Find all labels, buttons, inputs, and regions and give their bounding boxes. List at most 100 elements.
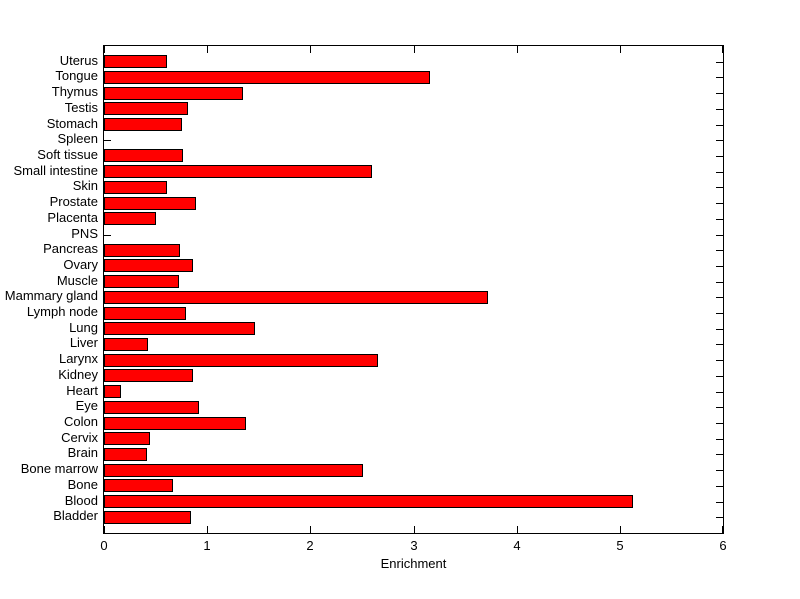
x-tick-label: 1 — [203, 538, 211, 553]
y-axis-label: Thymus — [51, 84, 98, 99]
x-axis-tick-top — [104, 46, 105, 53]
x-tick-label: 3 — [410, 538, 418, 553]
y-axis-tick-right — [716, 423, 723, 424]
y-axis-label: Kidney — [58, 367, 98, 382]
bar-skin — [104, 181, 167, 194]
bar-brain — [104, 448, 147, 461]
x-axis-tick-bottom — [104, 526, 105, 533]
x-axis-tick-top — [517, 46, 518, 53]
bar-liver — [104, 338, 148, 351]
bar-mammary-gland — [104, 291, 488, 304]
y-axis-tick-right — [716, 502, 723, 503]
y-axis-tick-right — [716, 109, 723, 110]
y-axis-label: Soft tissue — [37, 147, 98, 162]
y-axis-tick-right — [716, 219, 723, 220]
plot-area — [103, 45, 724, 534]
y-axis-label: Lung — [69, 320, 98, 335]
bar-small-intestine — [104, 165, 372, 178]
y-axis-label: Prostate — [49, 194, 98, 209]
x-axis-tick-bottom — [722, 526, 723, 533]
y-axis-label: Heart — [66, 383, 98, 398]
y-axis-tick-right — [716, 250, 723, 251]
y-axis-tick-right — [716, 187, 723, 188]
x-axis-tick-top — [310, 46, 311, 53]
y-axis-label: Blood — [64, 493, 98, 508]
bar-cervix — [104, 432, 150, 445]
y-axis-tick-right — [716, 392, 723, 393]
y-axis-label: Bone — [67, 477, 98, 492]
y-axis-tick-left — [104, 140, 111, 141]
bar-bone — [104, 479, 173, 492]
y-axis-tick-right — [716, 125, 723, 126]
y-axis-label: Lymph node — [26, 304, 98, 319]
y-axis-tick-right — [716, 344, 723, 345]
y-axis-tick-right — [716, 93, 723, 94]
y-axis-tick-right — [716, 62, 723, 63]
y-axis-label: Small intestine — [13, 163, 98, 178]
bar-eye — [104, 401, 199, 414]
bar-muscle — [104, 275, 179, 288]
bar-testis — [104, 102, 188, 115]
bar-tongue — [104, 71, 430, 84]
y-axis-label: Cervix — [61, 430, 98, 445]
x-tick-label: 0 — [100, 538, 108, 553]
y-axis-tick-right — [716, 172, 723, 173]
bar-stomach — [104, 118, 182, 131]
y-axis-tick-right — [716, 517, 723, 518]
y-axis-label: Muscle — [56, 273, 98, 288]
x-axis-tick-bottom — [620, 526, 621, 533]
y-axis-label: Brain — [67, 445, 98, 460]
bar-heart — [104, 385, 121, 398]
bar-blood — [104, 495, 633, 508]
bar-prostate — [104, 197, 196, 210]
x-axis-tick-bottom — [414, 526, 415, 533]
y-axis-tick-right — [716, 486, 723, 487]
y-axis-tick-right — [716, 360, 723, 361]
y-axis-label: Testis — [64, 100, 98, 115]
y-axis-label: Tongue — [55, 68, 98, 83]
y-axis-label: Placenta — [47, 210, 98, 225]
y-axis-tick-right — [716, 297, 723, 298]
y-axis-tick-right — [716, 156, 723, 157]
y-axis-label: Bladder — [53, 508, 98, 523]
x-axis-tick-bottom — [310, 526, 311, 533]
y-axis-tick-right — [716, 376, 723, 377]
y-axis-tick-right — [716, 203, 723, 204]
y-axis-label: Skin — [72, 178, 98, 193]
y-axis-tick-right — [716, 470, 723, 471]
y-axis-label: Liver — [69, 335, 98, 350]
y-axis-label: Larynx — [58, 351, 98, 366]
y-axis-tick-right — [716, 329, 723, 330]
bar-bladder — [104, 511, 191, 524]
x-axis-title: Enrichment — [380, 556, 447, 571]
bar-soft-tissue — [104, 149, 183, 162]
bar-larynx — [104, 354, 378, 367]
y-axis-label: Bone marrow — [20, 461, 98, 476]
y-axis-label: Uterus — [59, 53, 98, 68]
y-axis-tick-right — [716, 235, 723, 236]
y-axis-label: Pancreas — [43, 241, 98, 256]
y-axis-tick-right — [716, 454, 723, 455]
x-axis-tick-top — [414, 46, 415, 53]
bar-ovary — [104, 259, 193, 272]
y-axis-tick-right — [716, 282, 723, 283]
y-axis-tick-right — [716, 407, 723, 408]
y-axis-tick-right — [716, 266, 723, 267]
y-axis-label: Colon — [64, 414, 98, 429]
bar-lung — [104, 322, 255, 335]
bar-lymph-node — [104, 307, 186, 320]
x-axis-tick-top — [620, 46, 621, 53]
x-axis-tick-bottom — [517, 526, 518, 533]
x-axis-tick-top — [207, 46, 208, 53]
bar-thymus — [104, 87, 243, 100]
y-axis-tick-left — [104, 235, 111, 236]
y-axis-tick-right — [716, 140, 723, 141]
x-tick-label: 2 — [306, 538, 314, 553]
bar-uterus — [104, 55, 167, 68]
y-axis-tick-right — [716, 439, 723, 440]
x-axis-tick-top — [722, 46, 723, 53]
bar-kidney — [104, 369, 193, 382]
bar-bone-marrow — [104, 464, 363, 477]
x-tick-label: 6 — [719, 538, 727, 553]
